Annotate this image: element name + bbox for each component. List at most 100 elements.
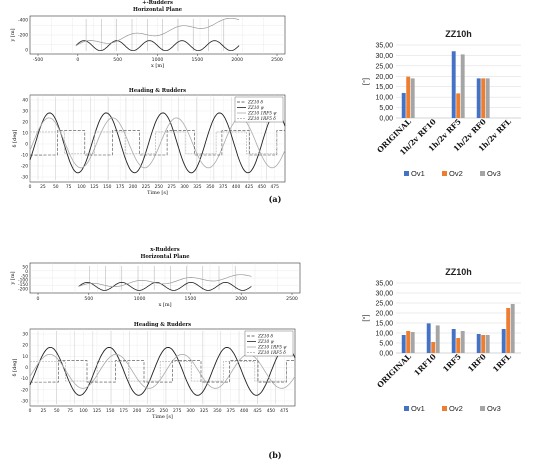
plane-xlabel: x [m] (158, 302, 171, 308)
bar-ov2-0 (406, 76, 411, 118)
y-tick-label: 0 (25, 48, 28, 54)
bar-ov1-3 (476, 78, 481, 118)
bar-ov2-4 (506, 308, 511, 353)
y-tick-label: -100 (18, 278, 28, 284)
y-tick-label: -400 (18, 18, 28, 24)
bar-ov3-3 (485, 78, 490, 118)
x-tick-label: 2500 (271, 57, 283, 63)
x-tick-label: 450 (258, 184, 267, 190)
x-tick-label: 150 (103, 184, 112, 190)
x-tick-label: 125 (93, 408, 102, 414)
y-tick-label: -200 (18, 287, 28, 293)
x-tick-label: 225 (142, 184, 151, 190)
legend-entry: ZZ10 δ (247, 100, 263, 105)
bar-ov3-0 (410, 78, 415, 118)
y-tick-label: 25,00 (375, 63, 393, 70)
legend-entry: ZZ10 δ (257, 334, 273, 339)
y-tick-label: -150 (18, 282, 28, 288)
x-tick-label: 2000 (235, 296, 247, 302)
category-label: 1RF10 (412, 352, 438, 378)
y-tick-label: 15,00 (375, 321, 393, 328)
bar-ov1-2 (451, 329, 456, 353)
x-tick-label: 250 (155, 184, 164, 190)
x-tick-label: 300 (180, 184, 189, 190)
bar-ov1-0 (401, 92, 406, 118)
bar-ov2-3 (481, 335, 486, 353)
y-tick-label: -50 (21, 273, 28, 279)
legend-entry: ZZ10 ψ (247, 105, 264, 110)
x-tick-label: 325 (193, 184, 202, 190)
y-tick-label: 10,00 (375, 95, 393, 102)
legend-entry: Ov2 (449, 169, 463, 178)
x-tick-label: 425 (253, 408, 262, 414)
y-tick-label: 10 (22, 354, 28, 360)
trajectory-zz10 (75, 40, 240, 52)
bar-title: ZZ10h (445, 29, 472, 39)
bar-ov1-1 (426, 323, 431, 353)
legend-swatch-ov1 (404, 406, 409, 411)
legend-entry: ZZ10 1RF5 ψ (257, 345, 287, 350)
bar-ylabel: [°] (361, 314, 370, 321)
x-tick-label: 2000 (231, 57, 243, 63)
x-tick-label: 0 (37, 296, 40, 302)
legend-entry: Ov2 (449, 404, 463, 413)
x-tick-label: 75 (67, 408, 73, 414)
x-tick-label: 100 (77, 184, 86, 190)
heading-ylabel: δ [deg] (12, 130, 18, 148)
x-tick-label: 425 (245, 184, 254, 190)
zz10-delta-curve (29, 130, 286, 156)
y-tick-label: -20 (21, 387, 28, 393)
plane-subtitle: Horizontal Plane (133, 7, 183, 13)
x-tick-label: 1000 (152, 57, 164, 63)
zz10-delta-curve (29, 360, 296, 383)
heading-ylabel: δ [deg] (12, 359, 18, 377)
bar-ov1-0 (401, 335, 406, 353)
x-tick-label: 50 (54, 408, 60, 414)
bar-title: ZZ10h (445, 267, 472, 277)
x-tick-label: 1500 (191, 57, 203, 63)
y-tick-label: 0,00 (379, 351, 393, 358)
zz10-psi-curve (29, 112, 286, 174)
bar-ov1-2 (451, 51, 456, 118)
bar-ov1-3 (476, 334, 481, 353)
y-tick-label: 20 (22, 343, 28, 349)
y-tick-label: 15,00 (375, 84, 393, 91)
legend-swatch-ov2 (442, 406, 447, 411)
x-tick-label: 2500 (286, 296, 298, 302)
x-tick-label: 50 (53, 184, 59, 190)
x-tick-label: -500 (33, 57, 44, 63)
bar-chart-1: ZZ10h 0,00 5,00 10,00 15,00 20,00 25,00 30,00 35… (361, 267, 521, 413)
heading-title: Heading & Rudders (129, 88, 186, 94)
bar-ov3-4 (510, 304, 515, 353)
bar-ov2-3 (481, 78, 486, 118)
plane-title: x-Rudders (150, 247, 180, 253)
heading-title: Heading & Rudders (134, 322, 191, 328)
bar-chart-0: ZZ10h 0,00 5,00 10,00 15,00 20,00 25,00 30,00 35… (361, 29, 521, 178)
y-tick-label: 25,00 (375, 301, 393, 308)
x-tick-label: 500 (84, 296, 93, 302)
x-tick-label: 200 (129, 184, 138, 190)
heading-xlabel: Time [s] (152, 414, 173, 420)
y-tick-label: -20 (21, 164, 28, 170)
zz10-1rf5-delta-curve (29, 131, 278, 155)
y-tick-label: -200 (18, 33, 28, 39)
bar-ov2-2 (456, 338, 461, 353)
category-label: 1RFL (491, 352, 513, 374)
legend-swatch-ov2 (442, 171, 447, 176)
x-tick-label: 100 (79, 408, 88, 414)
category-label: 1RF0 (466, 352, 488, 374)
x-tick-label: 325 (200, 408, 209, 414)
y-tick-label: -10 (21, 376, 28, 382)
y-tick-label: 5,00 (379, 105, 393, 112)
legend-swatch-ov1 (404, 171, 409, 176)
x-tick-label: 350 (206, 184, 215, 190)
x-tick-label: 25 (40, 184, 46, 190)
legend-entry: ZZ10 ψ (257, 339, 274, 344)
trajectory-zz10-1rf5 (78, 274, 252, 288)
legend-entry: ZZ10 1RF5 ψ (247, 111, 277, 116)
